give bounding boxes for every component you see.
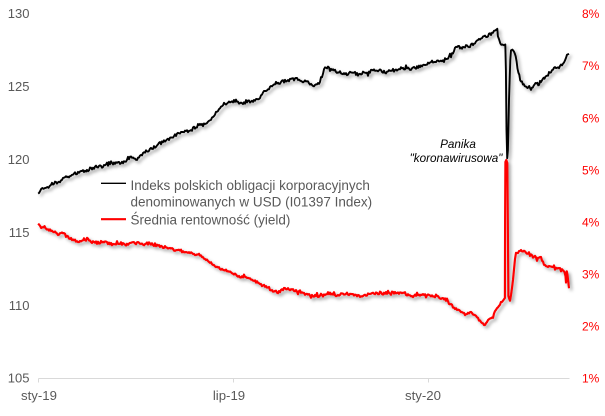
svg-text:Średnia rentowność (yield): Średnia rentowność (yield) [131,213,291,228]
svg-text:denominowanych w USD (I01397 I: denominowanych w USD (I01397 Index) [131,195,373,210]
svg-text:4%: 4% [582,216,600,230]
svg-text:8%: 8% [582,7,600,21]
svg-text:"koronawirusowa": "koronawirusowa" [410,152,504,165]
svg-text:6%: 6% [582,111,600,125]
svg-text:Panika: Panika [440,138,476,151]
svg-text:3%: 3% [582,268,600,282]
svg-text:sty-19: sty-19 [21,388,57,403]
svg-text:110: 110 [9,298,30,313]
svg-text:7%: 7% [582,59,600,73]
svg-text:130: 130 [8,6,30,21]
svg-text:120: 120 [8,152,30,167]
svg-text:115: 115 [9,225,30,240]
svg-text:1%: 1% [582,372,600,386]
svg-text:Indeks polskich obligacji korp: Indeks polskich obligacji korporacyjnych [131,178,370,193]
svg-text:sty-20: sty-20 [405,388,441,403]
svg-text:125: 125 [8,79,30,94]
svg-text:2%: 2% [582,320,600,334]
svg-text:5%: 5% [582,163,600,177]
svg-text:lip-19: lip-19 [213,388,245,403]
svg-text:105: 105 [8,371,30,386]
